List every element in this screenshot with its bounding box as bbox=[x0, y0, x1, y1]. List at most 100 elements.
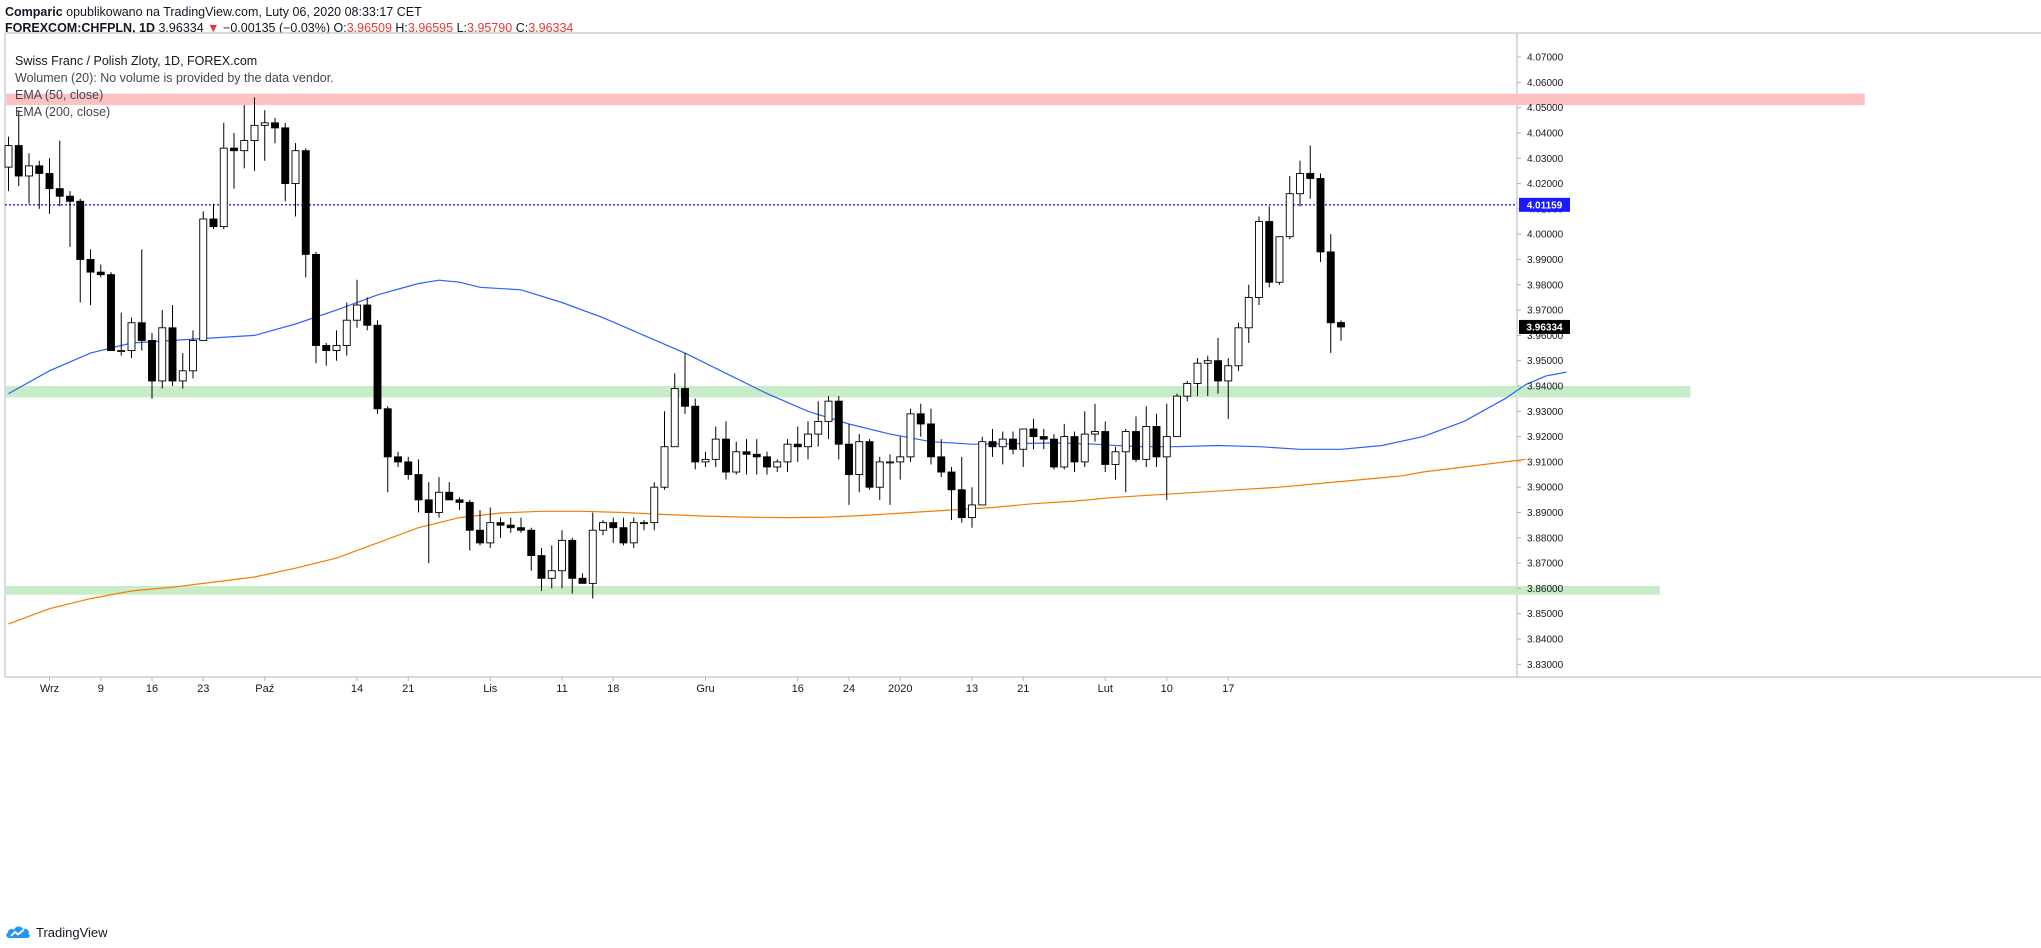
candle-body-down bbox=[1152, 426, 1161, 458]
y-tick-label: 3.96000 bbox=[1527, 331, 1564, 342]
x-tick-label: 9 bbox=[98, 683, 104, 695]
candle-body-down bbox=[414, 474, 423, 501]
candle-body-up bbox=[906, 413, 915, 458]
candle-body-up bbox=[804, 433, 812, 448]
candle-body-up bbox=[25, 165, 33, 177]
candle bbox=[865, 439, 874, 490]
candle bbox=[670, 373, 679, 448]
candle bbox=[404, 456, 413, 480]
support-zone-2 bbox=[6, 585, 1660, 595]
candle bbox=[394, 451, 402, 467]
y-tick-label: 3.91000 bbox=[1527, 457, 1564, 468]
candle bbox=[137, 249, 146, 351]
candle bbox=[1234, 322, 1243, 371]
candle-body-down bbox=[506, 524, 515, 529]
candle-body-down bbox=[424, 499, 433, 513]
candle bbox=[1101, 421, 1110, 473]
candle-body-up bbox=[219, 147, 228, 228]
candle-body-up bbox=[701, 458, 710, 463]
high-value: 3.96595 bbox=[407, 21, 454, 35]
legend-ema50[interactable]: EMA (50, close) bbox=[15, 88, 104, 102]
candle-body-down bbox=[96, 271, 105, 276]
candle-body-down bbox=[537, 555, 546, 579]
candle bbox=[1142, 406, 1151, 467]
x-tick-label: 14 bbox=[351, 683, 363, 695]
candle bbox=[1255, 216, 1263, 306]
candle bbox=[1337, 320, 1345, 341]
x-tick-label: 21 bbox=[1017, 683, 1029, 695]
price-zones bbox=[6, 93, 1865, 595]
candle-body-down bbox=[271, 122, 279, 129]
candle-body-down bbox=[14, 145, 23, 177]
candle-body-down bbox=[45, 172, 54, 190]
tradingview-brand[interactable]: TradingView bbox=[36, 924, 108, 940]
symbol-info: FOREXCOM:CHFPLN, 1D 3.96334 ▼ −0.00135 (… bbox=[5, 21, 573, 35]
candle bbox=[793, 426, 802, 462]
candle-body-up bbox=[855, 441, 864, 476]
tradingview-cloud-icon[interactable] bbox=[4, 924, 32, 940]
candle bbox=[312, 251, 320, 364]
candle-body-down bbox=[1326, 251, 1335, 324]
legend-title[interactable]: Swiss Franc / Polish Zloty, 1D, FOREX.co… bbox=[15, 54, 258, 68]
candle-body-up bbox=[1224, 365, 1233, 382]
candle bbox=[517, 517, 525, 533]
y-tick-label: 3.87000 bbox=[1527, 559, 1564, 570]
legend-ema200[interactable]: EMA (200, close) bbox=[15, 105, 111, 119]
candle bbox=[588, 512, 597, 599]
candle bbox=[988, 429, 997, 457]
candle bbox=[1224, 358, 1233, 419]
candle bbox=[1275, 236, 1284, 285]
candle bbox=[14, 110, 23, 187]
candle bbox=[732, 441, 741, 475]
candle bbox=[527, 527, 536, 571]
candle-body-down bbox=[404, 461, 413, 476]
candle-body-up bbox=[189, 339, 197, 372]
candle bbox=[424, 482, 433, 564]
ema200-line bbox=[8, 458, 1526, 625]
candle bbox=[722, 421, 730, 480]
candle-body-up bbox=[978, 441, 987, 506]
author-name[interactable]: Comparic bbox=[5, 5, 63, 19]
low-value: 3.95790 bbox=[467, 21, 513, 35]
candle-body-down bbox=[363, 304, 372, 326]
candle bbox=[189, 330, 197, 379]
candle bbox=[855, 434, 864, 493]
last-price: 3.96334 bbox=[158, 21, 204, 35]
candle bbox=[629, 517, 638, 548]
candle-body-down bbox=[301, 150, 310, 255]
candle-body-down bbox=[322, 345, 331, 352]
candle-body-up bbox=[1142, 426, 1151, 460]
candle-body-down bbox=[1132, 431, 1140, 460]
down-arrow-icon: ▼ bbox=[207, 21, 220, 35]
candle bbox=[1111, 446, 1120, 480]
legend-volume[interactable]: Wolumen (20): No volume is provided by t… bbox=[15, 71, 334, 85]
candle bbox=[660, 411, 669, 490]
candle-body-down bbox=[476, 529, 484, 544]
candle-body-up bbox=[332, 345, 341, 352]
candle-body-down bbox=[455, 499, 464, 503]
hline-price-badge: 4.01159 bbox=[1519, 197, 1570, 212]
chart-legend: Swiss Franc / Polish Zloty, 1D, FOREX.co… bbox=[15, 53, 334, 121]
candle bbox=[1193, 358, 1202, 397]
y-tick-label: 3.99000 bbox=[1527, 255, 1564, 266]
candle bbox=[486, 507, 495, 548]
candle-body-down bbox=[312, 253, 320, 346]
candle bbox=[1132, 416, 1140, 462]
candle-body-down bbox=[86, 259, 95, 273]
candle bbox=[1203, 355, 1212, 397]
y-tick-label: 3.98000 bbox=[1527, 280, 1564, 291]
candle bbox=[230, 132, 238, 189]
candle bbox=[158, 310, 167, 389]
candle bbox=[711, 426, 720, 467]
candle-body-down bbox=[691, 405, 700, 463]
candle bbox=[886, 454, 894, 505]
x-tick-label: Gru bbox=[696, 683, 714, 695]
hline-price-badge-bg bbox=[1519, 197, 1570, 212]
x-tick-label: 16 bbox=[792, 683, 804, 695]
candle bbox=[1162, 403, 1171, 500]
candle bbox=[1091, 403, 1099, 442]
ema200-layer bbox=[8, 458, 1526, 625]
candle bbox=[558, 530, 566, 589]
